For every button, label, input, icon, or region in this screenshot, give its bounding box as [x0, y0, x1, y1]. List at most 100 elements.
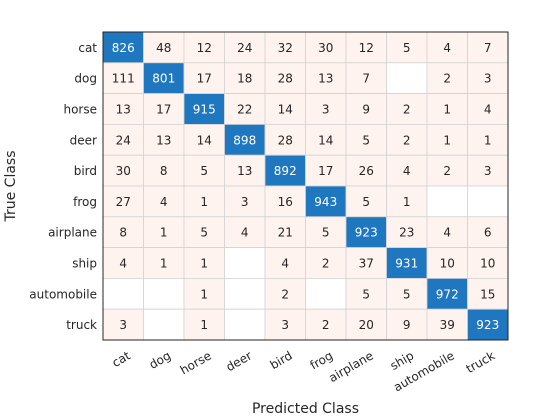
matrix-cell: [143, 31, 185, 64]
cell-value: 4: [443, 41, 451, 55]
column-label: dog: [147, 348, 174, 371]
cell-value: 3: [281, 318, 289, 332]
cell-value: 9: [403, 318, 411, 332]
matrix-cell: [224, 277, 266, 310]
column-label: frog: [308, 348, 336, 372]
matrix-cell: [467, 124, 509, 156]
matrix-cell: [467, 154, 509, 187]
cell-value: 28: [278, 133, 293, 147]
matrix-cell: [426, 62, 468, 94]
cell-value: 21: [278, 226, 293, 240]
cell-value: 12: [197, 41, 212, 55]
cell-value: 4: [241, 226, 249, 240]
cell-value: 931: [395, 257, 418, 271]
cell-value: 30: [318, 41, 333, 55]
row-label: frog: [73, 195, 97, 209]
matrix-cell: [264, 308, 306, 341]
cell-value: 17: [156, 103, 171, 117]
matrix-cell: [102, 216, 144, 249]
cell-value: 3: [484, 164, 492, 178]
cell-value: 13: [156, 133, 171, 147]
matrix-cell: [102, 31, 144, 64]
cell-value: 4: [119, 257, 127, 271]
cell-value: 32: [278, 41, 293, 55]
cell-value: 943: [314, 195, 337, 209]
y-axis-title: True Class: [3, 150, 19, 222]
cell-value: 18: [237, 72, 252, 86]
matrix-frame: [102, 31, 509, 341]
cell-value: 5: [200, 226, 208, 240]
matrix-cell: [264, 154, 306, 187]
matrix-cell: [345, 247, 387, 279]
cell-value: 37: [359, 257, 374, 271]
cell-value: 9: [362, 103, 370, 117]
matrix-cell: [386, 247, 428, 279]
cell-value: 801: [152, 72, 175, 86]
cell-value: 3: [241, 195, 249, 209]
matrix-cell: [426, 93, 468, 125]
cell-value: 2: [281, 287, 289, 301]
matrix-cell: [345, 124, 387, 156]
matrix-cell: [143, 62, 185, 94]
cell-value: 20: [359, 318, 374, 332]
matrix-cell: [467, 308, 509, 341]
matrix-cell: [426, 185, 468, 218]
matrix-cell: [345, 308, 387, 341]
matrix-cell: [386, 31, 428, 64]
matrix-cell: [345, 277, 387, 310]
cell-value: 27: [116, 195, 131, 209]
matrix-cell: [143, 154, 185, 187]
matrix-cell: [467, 216, 509, 249]
matrix-cell: [183, 277, 225, 310]
cell-value: 26: [359, 164, 374, 178]
matrix-cell: [345, 216, 387, 249]
cell-value: 2: [443, 164, 451, 178]
cell-value: 6: [484, 226, 492, 240]
matrix-cell: [305, 31, 347, 64]
column-label: deer: [224, 348, 255, 374]
matrix-cell: [143, 247, 185, 279]
cell-value: 1: [200, 318, 208, 332]
cell-value: 1: [200, 257, 208, 271]
cell-value: 24: [237, 41, 252, 55]
matrix-cell: [183, 247, 225, 279]
cell-value: 17: [197, 72, 212, 86]
row-label: deer: [70, 133, 97, 147]
cell-value: 4: [403, 164, 411, 178]
row-label: horse: [63, 103, 97, 117]
column-label: airplane: [326, 348, 375, 385]
cell-value: 923: [476, 318, 499, 332]
matrix-cell: [183, 93, 225, 125]
cell-value: 3: [119, 318, 127, 332]
row-label: truck: [66, 318, 97, 332]
cell-value: 24: [116, 133, 131, 147]
matrix-cell: [102, 185, 144, 218]
matrix-cell: [102, 277, 144, 310]
matrix-cell: [467, 185, 509, 218]
cell-value: 8: [160, 164, 168, 178]
row-label: ship: [72, 257, 97, 271]
cell-value: 892: [274, 164, 297, 178]
cell-value: 22: [237, 103, 252, 117]
cell-value: 10: [480, 257, 495, 271]
row-label: cat: [78, 41, 97, 55]
cell-value: 2: [322, 257, 330, 271]
cell-value: 15: [480, 287, 495, 301]
cell-value: 48: [156, 41, 171, 55]
cell-value: 972: [436, 287, 459, 301]
matrix-cell: [224, 247, 266, 279]
matrix-cell: [305, 216, 347, 249]
cell-value: 915: [193, 103, 216, 117]
cell-value: 13: [318, 72, 333, 86]
matrix-cell: [264, 277, 306, 310]
cell-value: 7: [362, 72, 370, 86]
cell-value: 5: [403, 41, 411, 55]
cell-value: 1: [160, 226, 168, 240]
cell-value: 5: [200, 164, 208, 178]
cell-value: 4: [281, 257, 289, 271]
cell-value: 5: [362, 133, 370, 147]
matrix-cell: [386, 308, 428, 341]
matrix-cell: [345, 62, 387, 94]
